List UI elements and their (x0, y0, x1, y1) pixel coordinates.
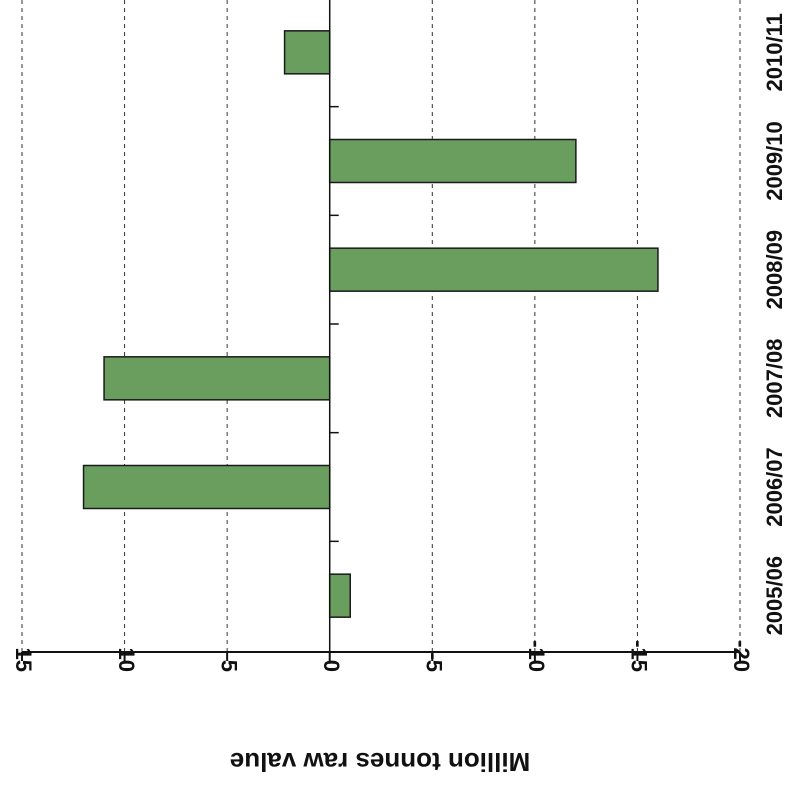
grid-lines (21, 0, 741, 652)
category-label: 2006/07 (762, 447, 785, 527)
category-label: 2010/11 (762, 13, 785, 91)
x-axis-title: Million tonnes raw value (230, 747, 531, 777)
bar-2009-10 (328, 138, 577, 184)
bar-2008-09 (328, 247, 659, 292)
category-label: 2005/06 (762, 556, 785, 636)
x-tick-label: 5 (216, 660, 241, 672)
bar-2006-07 (82, 464, 331, 510)
x-tick-label: -10 (524, 640, 549, 672)
category-label: 2007/08 (762, 339, 785, 419)
bar-2010-11 (283, 30, 331, 75)
x-tick-label: -15 (627, 640, 652, 672)
x-tick-label: 15 (11, 648, 36, 672)
bar-2005-06 (328, 573, 351, 618)
x-tick-label: 10 (114, 648, 139, 672)
x-tick-label: -5 (421, 652, 446, 672)
axes (21, 0, 741, 661)
bar-2007-08 (103, 356, 331, 401)
x-tick-label: 0 (319, 660, 344, 672)
tick-labels: 15 10 5 0 -5 -10 -15 -20 2005/06 2006/07 2007/08 20… (11, 13, 785, 672)
x-tick-label: -20 (729, 640, 754, 672)
category-label: 2009/10 (762, 121, 785, 201)
bars (82, 30, 659, 618)
category-label: 2008/09 (762, 230, 785, 310)
